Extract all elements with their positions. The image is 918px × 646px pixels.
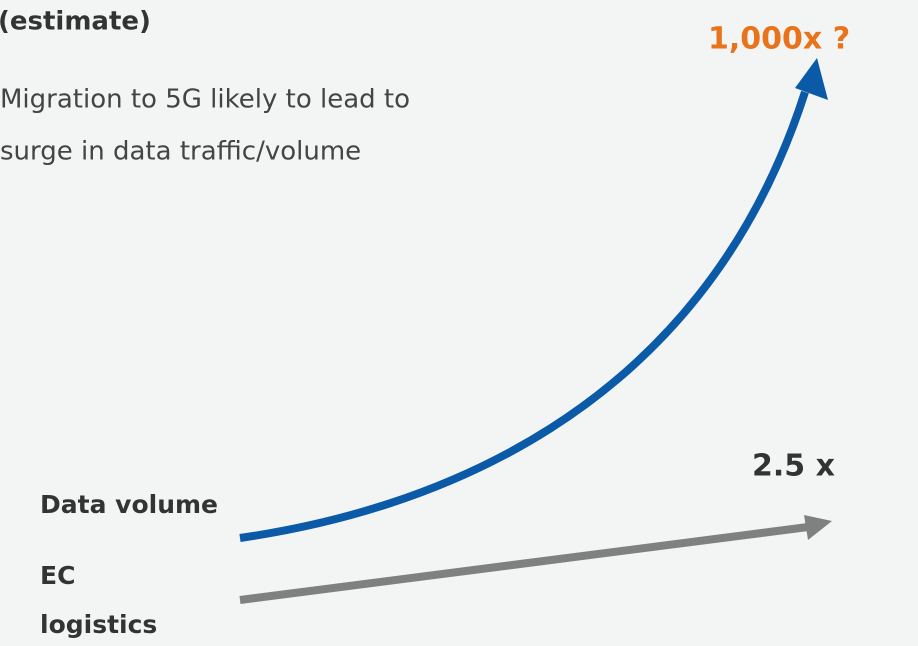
ec-logistics-growth: 2.5 x: [752, 449, 835, 484]
description-line: Migration to 5G likely to lead to: [0, 85, 410, 115]
ec-logistics-label: logistics: [40, 610, 157, 639]
ec-logistics-arrowhead: [804, 515, 832, 540]
data-volume-arrowhead: [795, 58, 828, 100]
description-line: surge in data traffic/volume: [0, 137, 361, 167]
data-volume-label: Data volume: [40, 490, 218, 519]
note: (estimate): [0, 7, 151, 37]
ec-logistics-label: EC: [40, 561, 75, 590]
data-volume-curve: [239, 90, 809, 542]
ec-logistics-line: [239, 523, 809, 604]
data-volume-growth: 1,000x ?: [708, 22, 850, 57]
